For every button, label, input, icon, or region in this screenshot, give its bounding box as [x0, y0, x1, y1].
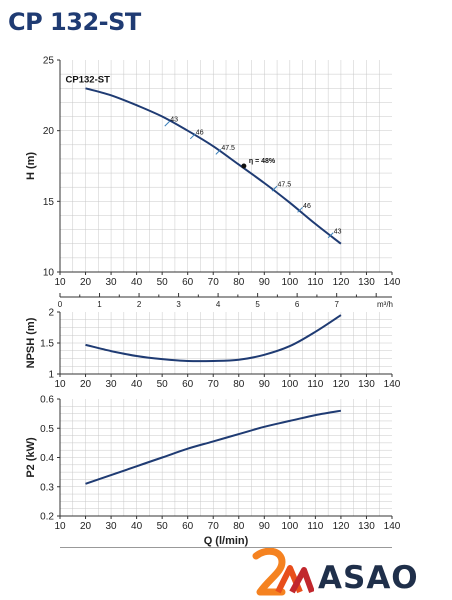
asao-logo-icon	[252, 548, 314, 596]
x-tick-label: 120	[333, 277, 350, 288]
x-tick-label: 110	[307, 379, 323, 390]
x-tick-label: 70	[208, 521, 220, 532]
x-tick-label: 120	[333, 521, 350, 532]
x-tick-label: 100	[282, 379, 299, 390]
efficiency-tick	[327, 232, 334, 239]
x-tick-label: 100	[282, 277, 299, 288]
x-tick-label: 80	[233, 379, 245, 390]
page-title: CP 132-ST	[8, 8, 141, 36]
secondary-tick-label: 4	[216, 300, 221, 309]
x-tick-label: 90	[259, 277, 271, 288]
series-line	[85, 314, 342, 363]
x-tick-label: 50	[157, 379, 169, 390]
y-axis-label: NPSH (m)	[25, 317, 37, 368]
efficiency-label: 46	[196, 129, 204, 136]
x-tick-label: 110	[307, 521, 323, 532]
efficiency-tick	[271, 185, 278, 192]
efficiency-label: 46	[303, 203, 311, 210]
y-tick-label: 0.5	[40, 424, 54, 435]
efficiency-label: 47.5	[278, 182, 292, 189]
efficiency-label: 43	[334, 228, 342, 235]
secondary-tick-label: 3	[176, 300, 181, 309]
brand-name: ASAO	[318, 560, 419, 596]
efficiency-label: 43	[170, 117, 178, 124]
y-tick-label: 1.5	[40, 339, 54, 350]
y-tick-label: 25	[43, 56, 55, 67]
x-tick-label: 10	[54, 277, 66, 288]
series-line	[85, 87, 342, 245]
x-tick-label: 60	[182, 379, 194, 390]
y-tick-label: 1	[48, 370, 54, 381]
x-tick-label: 50	[157, 277, 169, 288]
y-tick-label: 15	[43, 197, 55, 208]
x-tick-label: 30	[106, 521, 118, 532]
npsh-chart: 10 20 30 40 50 60 70 80 90 100 110 120 130 140 1 1.5 2 NP…	[25, 308, 401, 391]
efficiency-tick	[189, 133, 196, 140]
efficiency-tick	[164, 120, 171, 127]
secondary-tick-label: 2	[137, 300, 142, 309]
x-tick-label: 100	[282, 521, 299, 532]
y-axis-label: P2 (kW)	[25, 437, 37, 478]
head-chart: 10 20 30 40 50 60 70 80 90 100 110 120 130 1401015202…	[25, 56, 401, 310]
x-tick-label: 20	[80, 277, 92, 288]
secondary-tick-label: 7	[334, 300, 339, 309]
x-tick-label: 90	[259, 521, 271, 532]
power-chart: 10 20 30 40 50 60 70 80 90 100 110 120 130 140 0.2 0.3 0…	[25, 395, 401, 548]
y-tick-label: 0.3	[40, 482, 54, 493]
x-tick-label: 60	[182, 521, 194, 532]
x-tick-label: 50	[157, 521, 169, 532]
x-tick-label: 10	[54, 379, 66, 390]
x-tick-label: 90	[259, 379, 271, 390]
x-axis-label: Q (l/min)	[204, 535, 249, 547]
x-tick-label: 40	[131, 521, 143, 532]
x-tick-label: 20	[80, 521, 92, 532]
x-tick-label: 30	[106, 277, 118, 288]
x-tick-label: 70	[208, 277, 220, 288]
secondary-tick-label: 1	[97, 300, 102, 309]
y-tick-label: 10	[43, 268, 55, 279]
y-tick-label: 0.6	[40, 395, 54, 406]
secondary-unit-label: m³/h	[377, 300, 393, 309]
x-tick-label: 40	[131, 379, 143, 390]
x-tick-label: 130	[358, 521, 375, 532]
x-tick-label: 140	[384, 277, 401, 288]
x-tick-label: 110	[307, 277, 323, 288]
x-tick-label: 140	[384, 379, 401, 390]
x-tick-label: 30	[106, 379, 118, 390]
x-tick-label: 120	[333, 379, 350, 390]
y-axis-label: H (m)	[25, 152, 37, 180]
x-tick-label: 60	[182, 277, 194, 288]
secondary-tick-label: 6	[295, 300, 300, 309]
x-tick-label: 40	[131, 277, 143, 288]
secondary-tick-label: 5	[255, 300, 260, 309]
x-tick-label: 130	[358, 379, 375, 390]
efficiency-point	[241, 163, 247, 169]
efficiency-label: 47.5	[221, 145, 235, 152]
secondary-tick-label: 0	[58, 300, 63, 309]
x-tick-label: 20	[80, 379, 92, 390]
y-tick-label: 20	[43, 126, 55, 137]
efficiency-label: η = 48%	[249, 158, 276, 165]
x-tick-label: 130	[358, 277, 375, 288]
x-tick-label: 140	[384, 521, 401, 532]
y-tick-label: 2	[48, 308, 54, 319]
series-line	[85, 409, 342, 485]
efficiency-tick	[297, 206, 303, 213]
x-tick-label: 80	[233, 521, 245, 532]
y-tick-label: 0.4	[40, 453, 54, 464]
pump-curves-chart: 10 20 30 40 50 60 70 80 90 100 110 120 130 1401015202…	[25, 56, 401, 548]
x-tick-label: 10	[54, 521, 66, 532]
series-label: CP132-ST	[66, 74, 111, 85]
efficiency-tick	[215, 149, 222, 155]
x-tick-label: 70	[208, 379, 220, 390]
x-tick-label: 80	[233, 277, 245, 288]
y-tick-label: 0.2	[40, 512, 54, 523]
